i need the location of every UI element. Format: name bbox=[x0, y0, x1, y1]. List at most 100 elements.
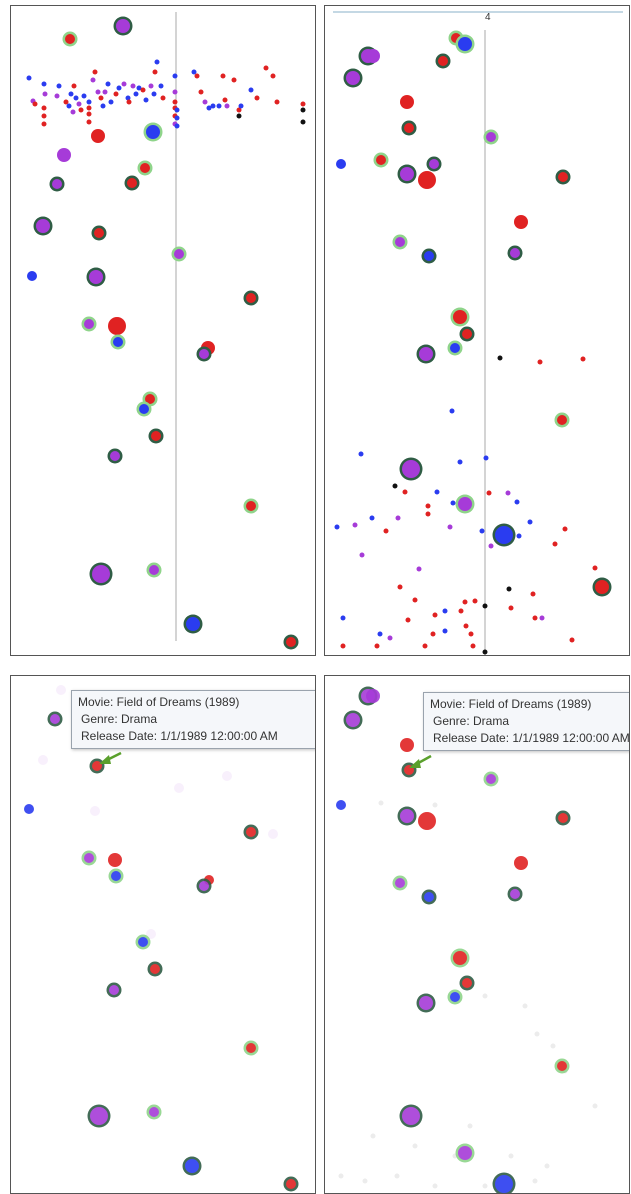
data-point bbox=[146, 562, 162, 578]
scatter-plot-bottom-right[interactable] bbox=[325, 676, 630, 1194]
tooltip-release-date: Release Date: 1/1/1989 12:00:00 AM bbox=[433, 731, 630, 745]
data-point bbox=[236, 113, 242, 119]
data-point bbox=[362, 1178, 368, 1184]
data-point bbox=[300, 119, 306, 125]
data-point bbox=[90, 77, 96, 83]
data-point bbox=[47, 711, 63, 727]
data-point bbox=[174, 115, 180, 121]
data-point bbox=[435, 53, 451, 69]
data-point bbox=[412, 597, 418, 603]
data-point bbox=[400, 95, 414, 109]
tooltip-movie: Movie: Field of Dreams (1989) bbox=[78, 695, 240, 709]
data-point bbox=[392, 875, 408, 891]
data-point bbox=[126, 99, 132, 105]
data-point bbox=[442, 628, 448, 634]
data-point bbox=[508, 605, 514, 611]
data-point bbox=[90, 806, 100, 816]
tooltip-release-date: Release Date: 1/1/1989 12:00:00 AM bbox=[81, 729, 278, 743]
scatter-panel-bottom-left: Movie: Field of Dreams (1989) Genre: Dra… bbox=[10, 675, 316, 1194]
data-point bbox=[224, 103, 230, 109]
data-point bbox=[569, 637, 575, 643]
tooltip-movie: Movie: Field of Dreams (1989) bbox=[430, 697, 592, 711]
data-point bbox=[70, 109, 76, 115]
data-point bbox=[87, 1104, 111, 1128]
scatter-plot-top-right[interactable] bbox=[325, 6, 630, 656]
data-point bbox=[49, 176, 65, 192]
data-point bbox=[81, 850, 97, 866]
data-point bbox=[108, 99, 114, 105]
data-point bbox=[202, 99, 208, 105]
data-point bbox=[86, 119, 92, 125]
data-point bbox=[216, 103, 222, 109]
data-point bbox=[135, 934, 151, 950]
data-point bbox=[140, 87, 146, 93]
data-point bbox=[196, 878, 212, 894]
data-point bbox=[432, 802, 438, 808]
data-point bbox=[206, 105, 212, 111]
data-point bbox=[194, 73, 200, 79]
tooltip-genre: Genre: Drama bbox=[81, 712, 158, 726]
data-point bbox=[143, 122, 163, 142]
data-point bbox=[459, 975, 475, 991]
data-point bbox=[27, 271, 37, 281]
data-point bbox=[505, 490, 511, 496]
data-point bbox=[248, 87, 254, 93]
top-axis-label: 4 bbox=[485, 12, 491, 23]
data-point bbox=[534, 1031, 540, 1037]
data-point bbox=[274, 99, 280, 105]
data-point bbox=[483, 129, 499, 145]
data-point bbox=[268, 829, 278, 839]
data-point bbox=[41, 81, 47, 87]
data-point bbox=[450, 500, 456, 506]
data-point bbox=[459, 326, 475, 342]
data-point bbox=[154, 59, 160, 65]
movie-tooltip: Movie: Field of Dreams (1989) Genre: Dra… bbox=[423, 692, 630, 751]
data-point bbox=[455, 34, 475, 54]
data-point bbox=[400, 738, 414, 752]
movie-tooltip: Movie: Field of Dreams (1989) Genre: Dra… bbox=[71, 690, 315, 749]
data-point bbox=[152, 69, 158, 75]
data-point bbox=[421, 889, 437, 905]
tooltip-pointer-arrowhead bbox=[409, 759, 421, 768]
data-point bbox=[143, 97, 149, 103]
data-point bbox=[183, 614, 203, 634]
data-point bbox=[124, 175, 140, 191]
data-point bbox=[580, 356, 586, 362]
data-point bbox=[172, 89, 178, 95]
data-point bbox=[482, 993, 488, 999]
data-point bbox=[497, 355, 503, 361]
data-point bbox=[479, 528, 485, 534]
data-point bbox=[32, 101, 38, 107]
data-point bbox=[506, 586, 512, 592]
data-point bbox=[24, 804, 34, 814]
scatter-plot-top-left[interactable] bbox=[11, 6, 316, 656]
data-point bbox=[113, 91, 119, 97]
data-point bbox=[86, 111, 92, 117]
data-point bbox=[89, 758, 105, 774]
data-point bbox=[191, 69, 197, 75]
data-point bbox=[91, 129, 105, 143]
data-point bbox=[421, 248, 437, 264]
data-point bbox=[358, 451, 364, 457]
data-point bbox=[81, 93, 87, 99]
data-point bbox=[394, 1173, 400, 1179]
data-point bbox=[42, 91, 48, 97]
data-point bbox=[86, 267, 106, 287]
data-point bbox=[62, 31, 78, 47]
data-point bbox=[171, 246, 187, 262]
data-point bbox=[554, 1058, 570, 1074]
data-point bbox=[91, 225, 107, 241]
data-point bbox=[592, 565, 598, 571]
data-point bbox=[383, 528, 389, 534]
data-point bbox=[401, 120, 417, 136]
data-point bbox=[300, 101, 306, 107]
data-point bbox=[369, 515, 375, 521]
data-point bbox=[552, 541, 558, 547]
data-point bbox=[137, 160, 153, 176]
data-point bbox=[222, 97, 228, 103]
scatter-plot-bottom-left[interactable] bbox=[11, 676, 316, 1194]
data-point bbox=[100, 103, 106, 109]
data-point bbox=[418, 812, 436, 830]
data-point bbox=[243, 498, 259, 514]
data-point bbox=[66, 103, 72, 109]
